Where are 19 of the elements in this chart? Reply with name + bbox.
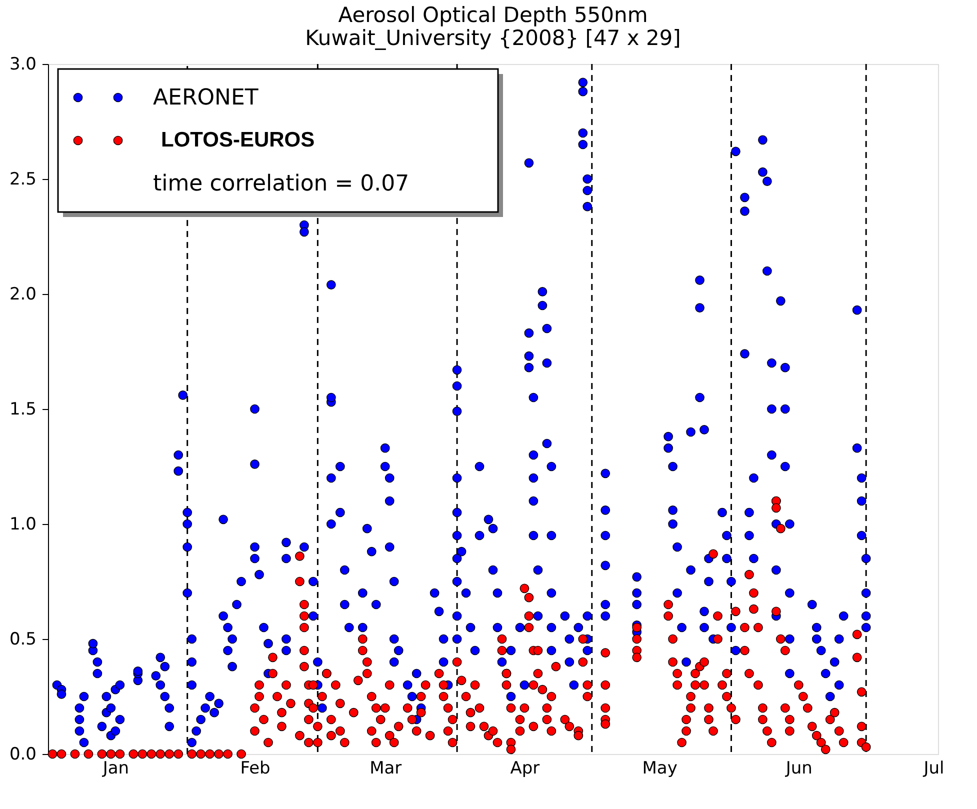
x-tick-label: May [642, 758, 678, 778]
x-tick-label: Apr [510, 758, 540, 778]
y-tick-label: 1.0 [9, 514, 36, 534]
y-tick-label: 3.0 [9, 54, 36, 74]
y-tick-label: 2.5 [9, 170, 36, 190]
x-tick-label: Jan [102, 758, 130, 778]
legend-label: LOTOS-EUROS [161, 128, 315, 152]
x-tick-label: Jul [922, 758, 944, 778]
x-tick-label: Jun [784, 758, 812, 778]
y-tick-label: 0.0 [9, 744, 36, 764]
chart-subtitle: Kuwait_University {2008} [47 x 29] [305, 26, 681, 50]
annotation: time correlation = 0.07 [153, 172, 410, 196]
x-tick-label: Mar [370, 758, 402, 778]
legend-label: AERONET [153, 86, 259, 110]
chart-title: Aerosol Optical Depth 550nm [338, 3, 648, 27]
y-tick-label: 0.5 [9, 630, 36, 650]
y-tick-label: 2.0 [9, 284, 36, 304]
x-tick-label: Feb [240, 758, 270, 778]
y-tick-label: 1.5 [9, 400, 36, 420]
